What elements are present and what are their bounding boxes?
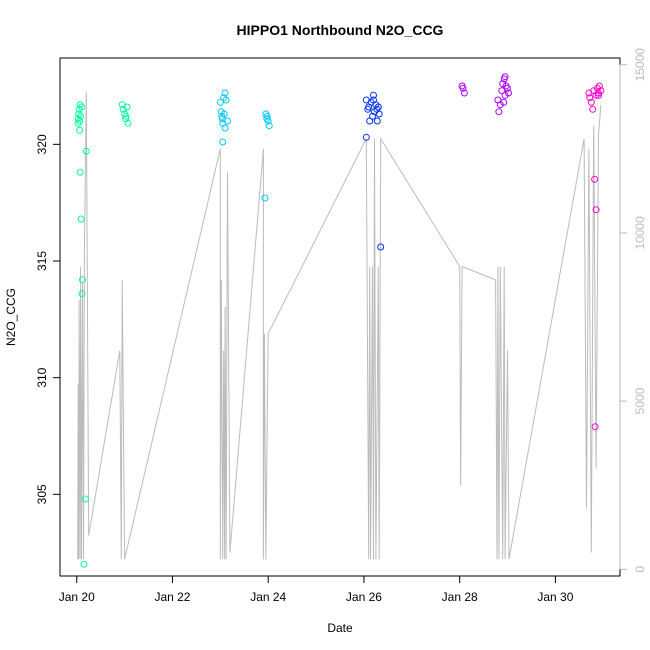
- data-point: [264, 117, 272, 125]
- data-point: [595, 89, 602, 97]
- data-point: [124, 119, 132, 127]
- chart-title: HIPPO1 Northbound N2O_CCG: [237, 22, 444, 38]
- data-point: [591, 175, 599, 183]
- altitude-line: [77, 91, 602, 560]
- data-point: [500, 98, 508, 106]
- data-point: [373, 105, 381, 113]
- data-point: [80, 560, 88, 568]
- y2-tick-label: 0: [633, 566, 647, 573]
- data-point: [74, 119, 82, 127]
- plot-frame: [59, 57, 621, 577]
- data-point: [586, 94, 594, 102]
- data-point: [373, 117, 381, 125]
- data-point: [501, 73, 509, 81]
- y-tick-label: 305: [35, 484, 49, 504]
- y2-tick-label: 15000: [633, 48, 647, 82]
- data-point: [265, 122, 273, 130]
- data-point: [220, 110, 228, 118]
- data-point: [364, 105, 372, 113]
- data-point: [377, 243, 385, 251]
- data-point: [592, 91, 600, 99]
- altitude-line-layer: [77, 91, 602, 560]
- data-point: [370, 91, 377, 99]
- data-point: [122, 112, 130, 120]
- data-point: [221, 124, 229, 132]
- data-point: [75, 110, 83, 118]
- data-point: [119, 105, 127, 113]
- data-point: [498, 87, 506, 95]
- data-point: [219, 138, 227, 146]
- data-point: [216, 98, 224, 106]
- x-tick-label: Jan 28: [442, 590, 478, 604]
- x-axis: Jan 20 Jan 22 Jan 24 Jan 26 Jan 28 Jan 30: [59, 575, 574, 604]
- x-tick-label: Jan 24: [250, 590, 286, 604]
- data-point: [222, 96, 230, 104]
- data-point: [591, 423, 599, 431]
- data-point: [81, 495, 89, 503]
- y-axis-label: N2O_CCG: [4, 288, 18, 346]
- data-point: [595, 82, 603, 90]
- data-point: [220, 94, 228, 102]
- y-tick-label: 310: [35, 367, 49, 387]
- data-point: [459, 84, 467, 92]
- data-point: [495, 108, 503, 116]
- x-tick-label: Jan 20: [59, 590, 95, 604]
- data-point: [221, 89, 229, 97]
- data-point: [82, 147, 90, 155]
- data-point: [460, 89, 468, 97]
- y-axis: 305 310 315 320: [35, 134, 61, 504]
- y2-tick-label: 5000: [633, 387, 647, 414]
- data-point: [505, 89, 512, 97]
- data-point: [595, 91, 602, 99]
- data-point: [79, 276, 86, 284]
- points-layer: [74, 73, 605, 568]
- data-point: [76, 126, 84, 134]
- x-tick-label: Jan 22: [154, 590, 190, 604]
- data-point: [261, 194, 269, 202]
- secondary-y-axis: 0 5000 10000 15000: [619, 48, 647, 573]
- data-point: [587, 98, 595, 106]
- data-point: [77, 112, 85, 120]
- data-point: [123, 103, 131, 111]
- x-tick-label: Jan 26: [346, 590, 382, 604]
- data-point: [78, 290, 86, 298]
- data-point: [263, 112, 271, 120]
- y-tick-label: 315: [35, 251, 49, 271]
- y-tick-label: 320: [35, 134, 49, 154]
- data-point: [218, 112, 226, 120]
- data-point: [78, 103, 85, 111]
- data-point: [75, 105, 83, 113]
- data-point: [370, 96, 377, 104]
- x-axis-label: Date: [327, 621, 353, 635]
- data-point: [362, 133, 370, 141]
- x-tick-label: Jan 30: [537, 590, 573, 604]
- data-point: [589, 105, 597, 113]
- data-point: [224, 117, 231, 125]
- data-point: [77, 215, 85, 223]
- y2-tick-label: 10000: [633, 216, 647, 250]
- data-point: [504, 84, 511, 92]
- data-point: [592, 206, 600, 214]
- data-point: [366, 117, 374, 125]
- data-point: [76, 168, 84, 176]
